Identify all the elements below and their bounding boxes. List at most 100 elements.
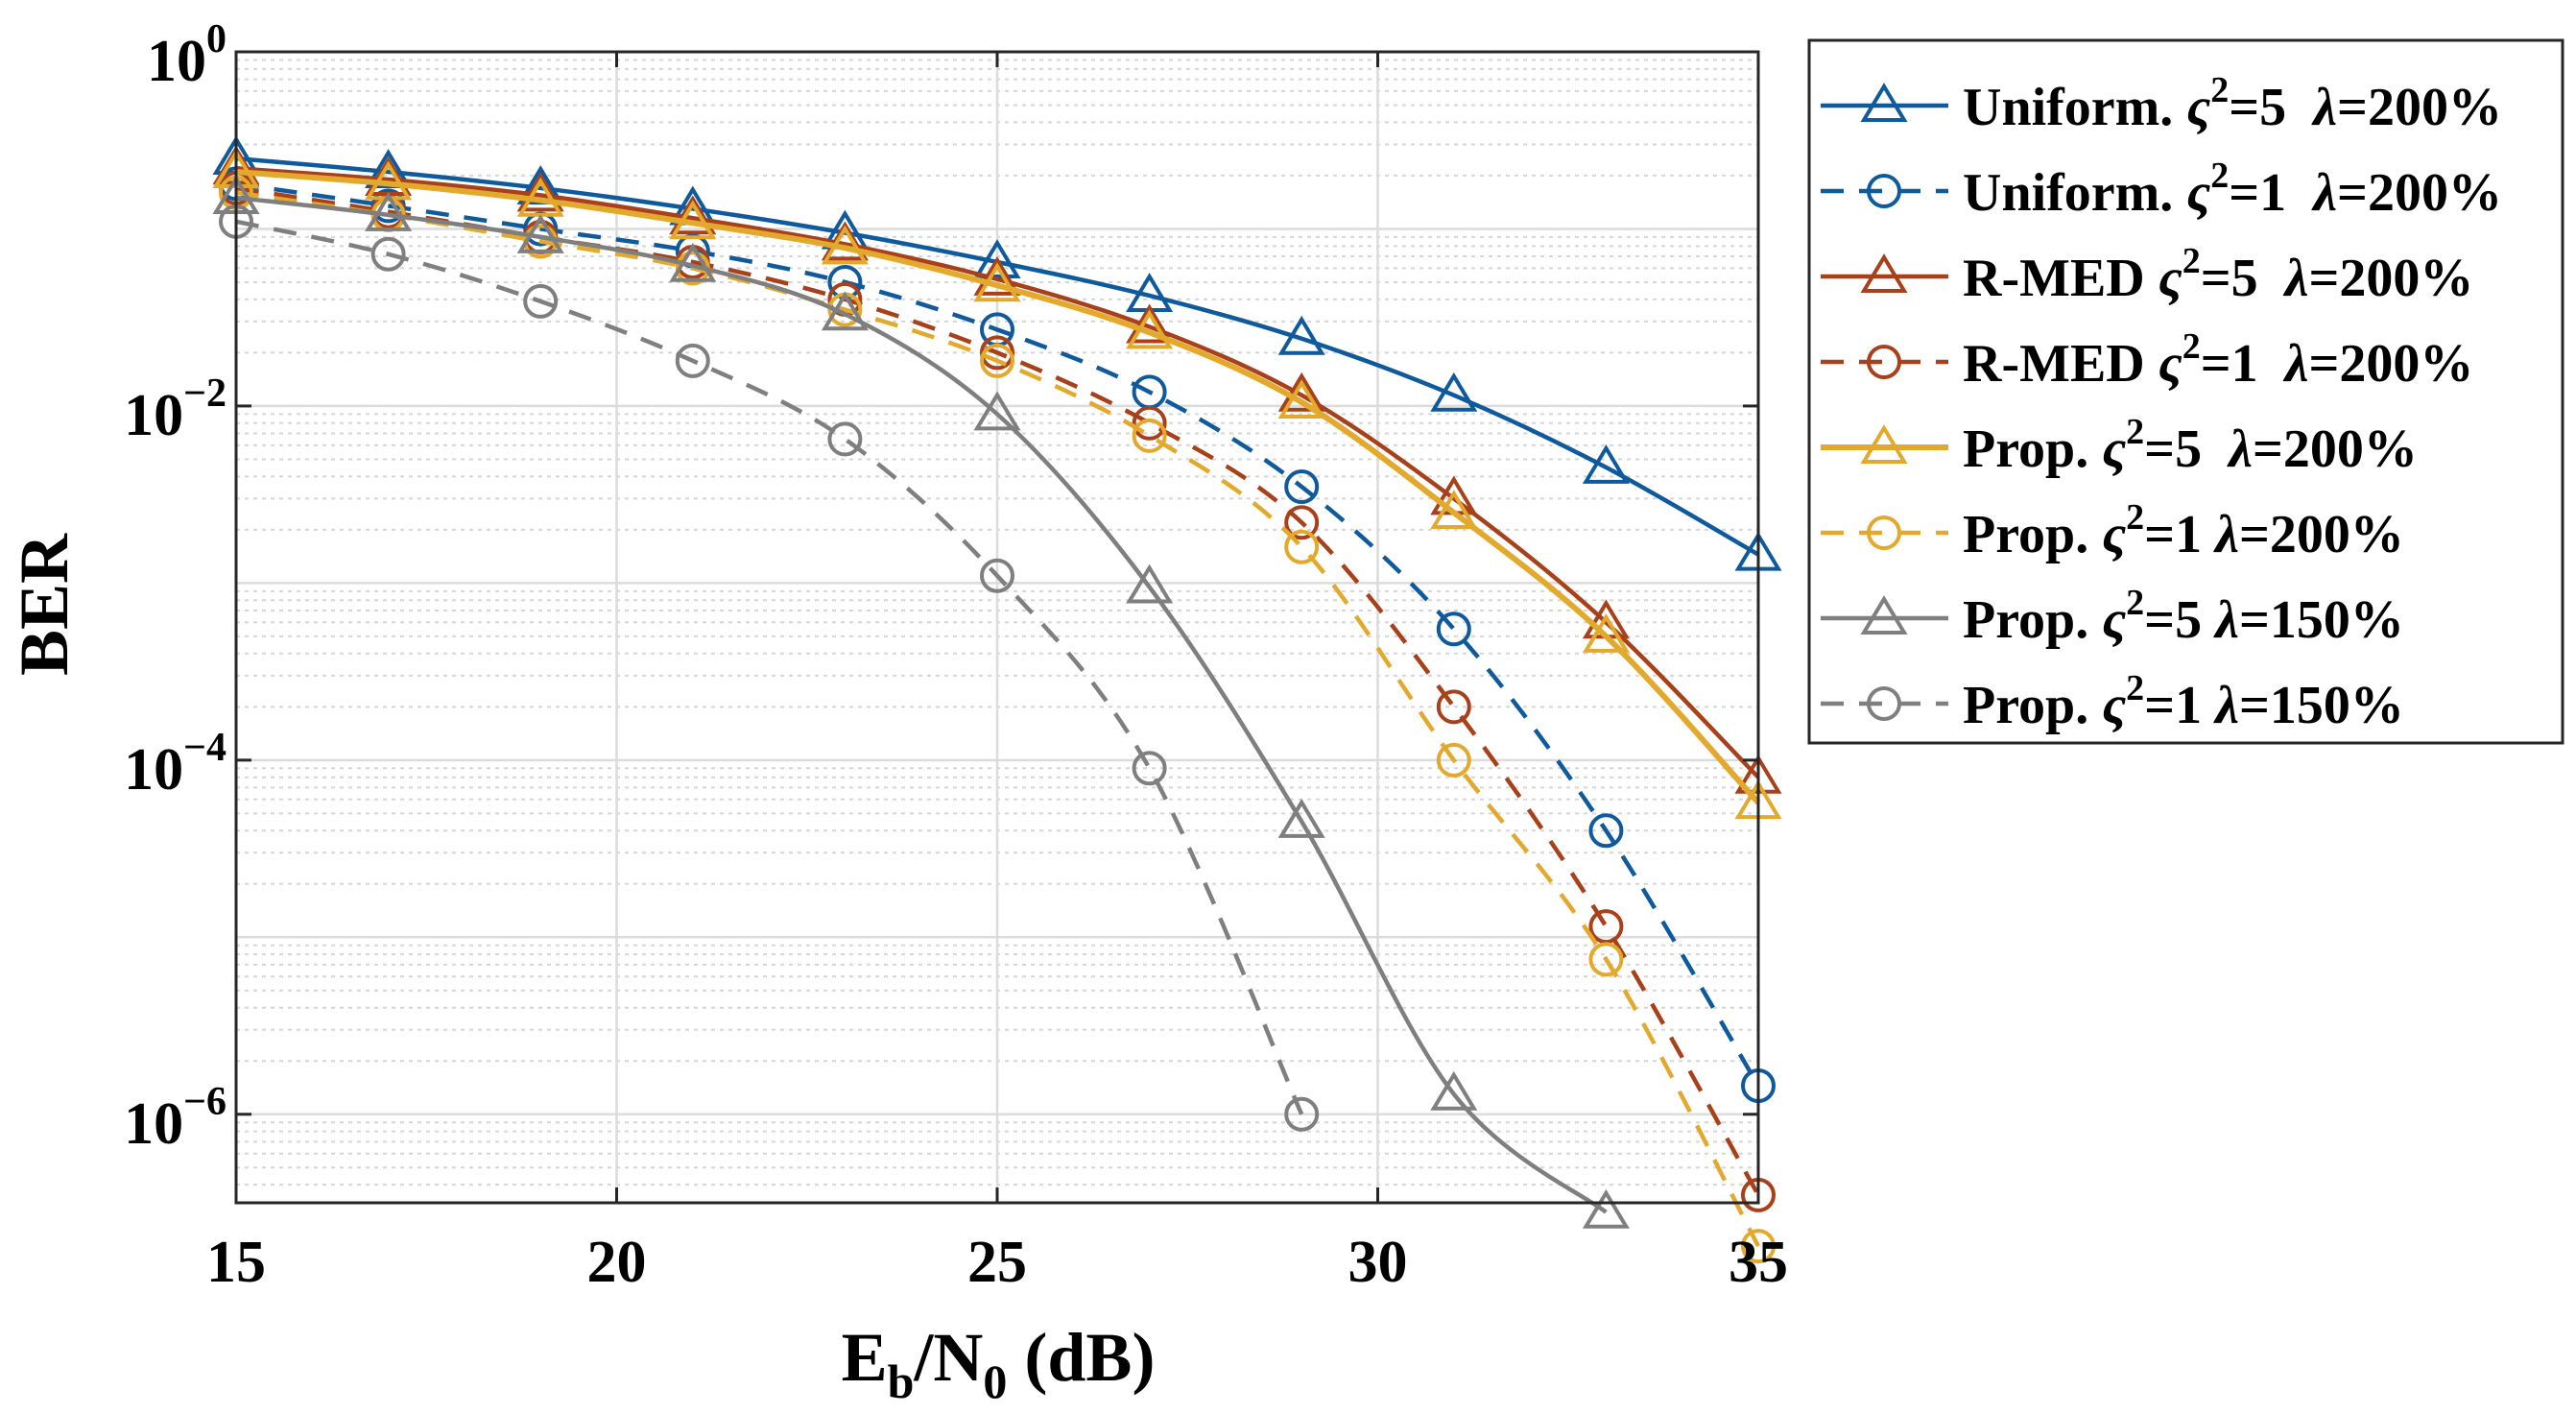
triangle-marker bbox=[973, 239, 1021, 278]
legend-marker bbox=[1866, 345, 1902, 379]
y-axis-label: BER bbox=[6, 533, 83, 676]
circle-marker bbox=[1740, 1229, 1777, 1264]
circle-marker bbox=[1740, 1068, 1777, 1103]
triangle-marker bbox=[1430, 490, 1478, 529]
legend-marker bbox=[1866, 515, 1902, 550]
series-0 bbox=[212, 135, 1782, 571]
triangle-marker bbox=[516, 172, 564, 212]
x-tick-label: 20 bbox=[587, 1230, 647, 1295]
triangle-marker bbox=[1277, 371, 1325, 412]
series-line bbox=[235, 156, 1760, 557]
series-line bbox=[235, 181, 1760, 1088]
circle-marker bbox=[370, 236, 406, 272]
y-tick-label: 10−2 bbox=[124, 371, 227, 448]
triangle-marker bbox=[973, 262, 1021, 302]
circle-marker bbox=[1132, 374, 1167, 410]
circle-marker bbox=[1436, 689, 1471, 725]
y-tick-labels: 100 10−2 10−4 10−6 bbox=[124, 17, 227, 1157]
major-gridlines bbox=[236, 52, 1758, 1203]
circle-marker bbox=[1132, 751, 1167, 786]
x-tick-label: 30 bbox=[1348, 1230, 1408, 1295]
legend-entry: R-MED ς2=5 λ=200% bbox=[1821, 241, 2473, 308]
axis-ticks bbox=[234, 50, 1760, 1203]
circle-marker bbox=[218, 204, 254, 239]
legend-label: Prop. ς2=5 λ=200% bbox=[1963, 412, 2418, 479]
x-tick-label: 15 bbox=[206, 1230, 266, 1295]
circle-marker bbox=[675, 343, 710, 378]
legend-entry: Uniform. ς2=1 λ=200% bbox=[1821, 156, 2502, 223]
triangle-marker bbox=[669, 242, 717, 282]
legend-marker bbox=[1860, 424, 1908, 464]
legend-label: Prop. ς2=5 λ=150% bbox=[1963, 583, 2404, 650]
circle-marker bbox=[1436, 611, 1471, 647]
circle-marker bbox=[979, 312, 1015, 348]
legend-entry: Prop. ς2=1 λ=150% bbox=[1821, 668, 2404, 735]
triangle-marker bbox=[1430, 371, 1478, 412]
y-tick-label: 10−4 bbox=[124, 726, 227, 803]
circle-marker bbox=[827, 292, 863, 327]
triangle-marker bbox=[821, 221, 869, 261]
legend-marker bbox=[1860, 595, 1908, 635]
circle-marker bbox=[979, 343, 1015, 378]
circle-marker bbox=[1436, 742, 1471, 778]
triangle-marker bbox=[973, 255, 1021, 296]
triangle-marker bbox=[516, 214, 564, 253]
triangle-marker bbox=[1277, 315, 1325, 355]
x-axis-label: Eb/N0 (dB) bbox=[842, 1319, 1156, 1408]
circle-marker bbox=[218, 175, 254, 210]
triangle-marker bbox=[821, 291, 869, 331]
series-7 bbox=[218, 204, 1320, 1132]
circle-marker bbox=[523, 283, 559, 319]
triangle-marker bbox=[1582, 1188, 1630, 1229]
x-tick-labels: 15 20 25 30 35 bbox=[206, 1230, 1788, 1295]
circle-marker bbox=[1284, 529, 1320, 564]
legend-box bbox=[1807, 38, 2564, 745]
triangle-marker bbox=[1277, 379, 1325, 419]
triangle-marker bbox=[1277, 798, 1325, 838]
triangle-marker bbox=[1126, 563, 1174, 604]
triangle-marker bbox=[1430, 1070, 1478, 1111]
legend-label: Prop. ς2=1 λ=200% bbox=[1963, 497, 2404, 564]
legend-entry: Uniform. ς2=5 λ=200% bbox=[1821, 70, 2502, 137]
circle-marker bbox=[1588, 813, 1624, 849]
legend-label: Uniform. ς2=1 λ=200% bbox=[1963, 156, 2502, 223]
circle-marker bbox=[1740, 1177, 1777, 1212]
circle-marker bbox=[1132, 418, 1167, 453]
circle-marker bbox=[979, 558, 1015, 593]
legend-label: R-MED ς2=5 λ=200% bbox=[1963, 241, 2473, 308]
triangle-marker bbox=[1126, 309, 1174, 349]
series-line bbox=[235, 169, 1761, 805]
circle-marker bbox=[827, 421, 863, 457]
legend-marker bbox=[1860, 253, 1908, 293]
triangle-marker bbox=[1126, 303, 1174, 344]
triangle-marker bbox=[669, 195, 717, 235]
x-tick-label: 25 bbox=[967, 1230, 1027, 1295]
legend: Uniform. ς2=5 λ=200% Uniform. ς2=1 λ=200… bbox=[1807, 38, 2564, 745]
legend-label: Prop. ς2=1 λ=150% bbox=[1963, 668, 2404, 735]
series-layer bbox=[212, 135, 1782, 1264]
triangle-marker bbox=[1582, 613, 1630, 653]
y-tick-label: 10−6 bbox=[124, 1080, 227, 1157]
circle-marker bbox=[979, 335, 1015, 371]
triangle-marker bbox=[1582, 444, 1630, 484]
legend-marker bbox=[1860, 83, 1908, 122]
legend-entry: Prop. ς2=5 λ=200% bbox=[1821, 412, 2418, 479]
legend-marker bbox=[1866, 686, 1902, 721]
triangle-marker bbox=[821, 225, 869, 265]
legend-entry: Prop. ς2=1 λ=200% bbox=[1821, 497, 2404, 564]
legend-marker bbox=[1866, 174, 1902, 208]
legend-label: Uniform. ς2=5 λ=200% bbox=[1963, 70, 2502, 137]
series-line bbox=[235, 166, 1760, 779]
legend-entry: Prop. ς2=5 λ=150% bbox=[1821, 583, 2404, 650]
y-tick-label: 100 bbox=[147, 17, 227, 94]
circle-marker bbox=[1588, 942, 1624, 977]
legend-entry: R-MED ς2=1 λ=200% bbox=[1821, 326, 2473, 394]
triangle-marker bbox=[669, 200, 717, 240]
circle-marker bbox=[1284, 469, 1320, 505]
circle-marker bbox=[1284, 1096, 1320, 1132]
triangle-marker bbox=[365, 191, 413, 231]
legend-label: R-MED ς2=1 λ=200% bbox=[1963, 326, 2473, 394]
circle-marker bbox=[1132, 405, 1167, 441]
series-line bbox=[235, 195, 1608, 1214]
